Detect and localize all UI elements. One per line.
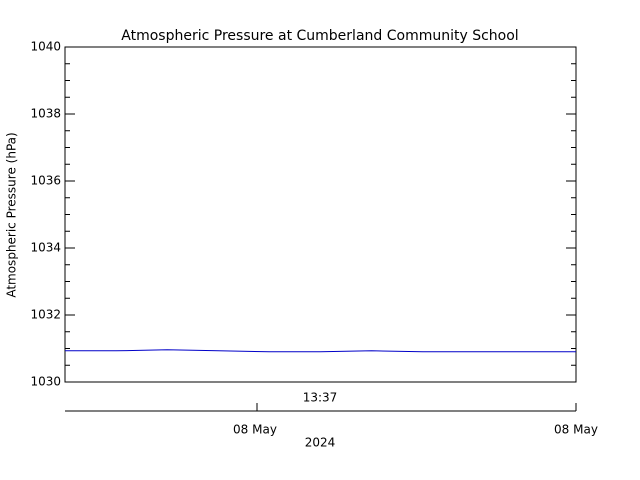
- year-label: 2024: [305, 436, 336, 450]
- time-tick-label: 08 May: [554, 423, 598, 437]
- y-tick-label: 1032: [30, 308, 61, 322]
- time-label: 13:37: [303, 391, 338, 405]
- y-tick-label: 1040: [30, 40, 61, 54]
- y-tick-label: 1036: [30, 174, 61, 188]
- y-tick-label: 1030: [30, 375, 61, 389]
- data-line: [65, 349, 576, 353]
- y-axis-label: Atmospheric Pressure (hPa): [5, 132, 19, 297]
- chart-title: Atmospheric Pressure at Cumberland Commu…: [121, 28, 518, 44]
- y-tick-label: 1038: [30, 107, 61, 121]
- time-tick-label: 08 May: [233, 423, 277, 437]
- y-tick-label: 1034: [30, 241, 61, 255]
- plot-frame: [64, 46, 577, 383]
